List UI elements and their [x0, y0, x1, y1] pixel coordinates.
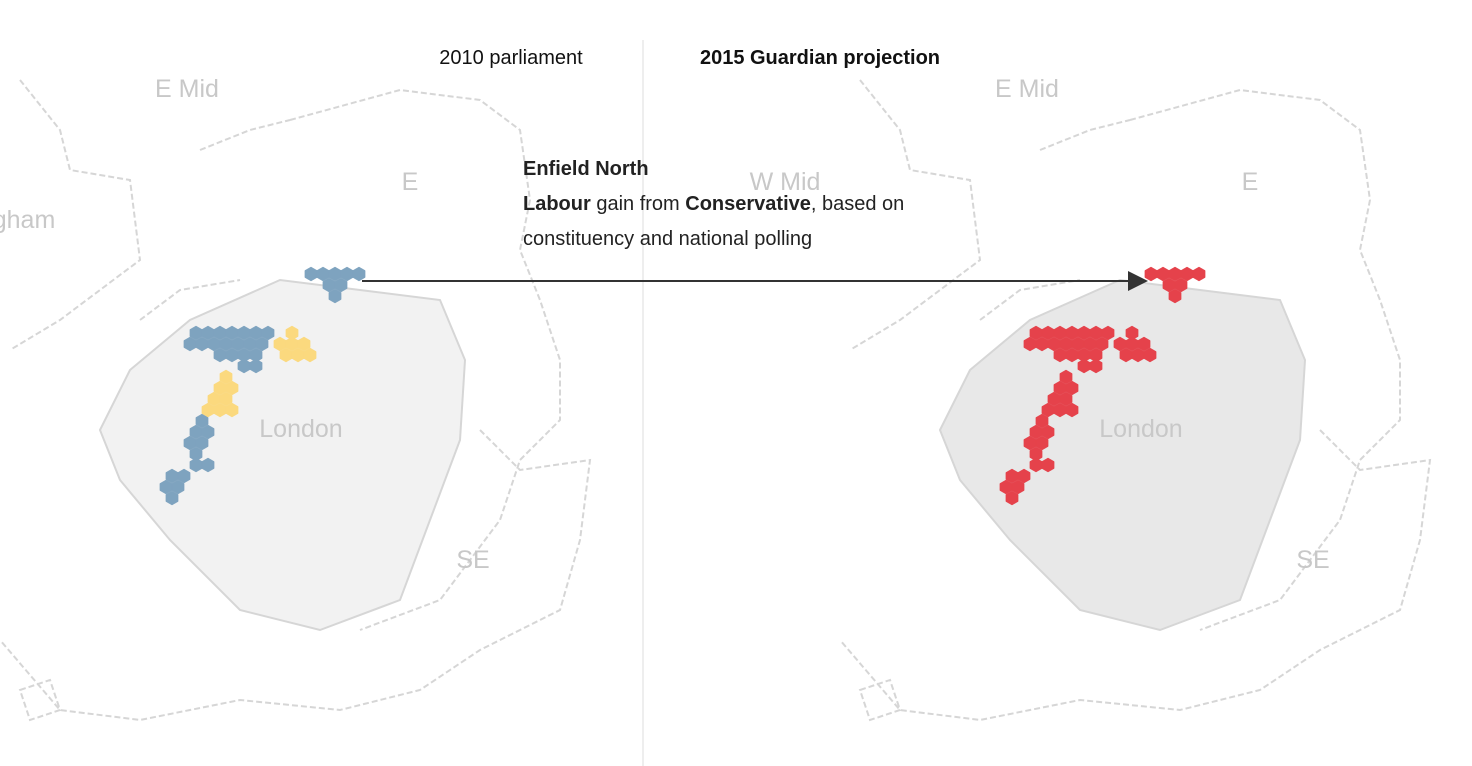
seat-hex: [195, 413, 209, 429]
region-label: gham: [0, 206, 55, 234]
region-label: E Mid: [155, 75, 219, 103]
seat-hex: [189, 457, 203, 473]
panel: E Mid W Mid E London SE: [750, 75, 1432, 722]
seat-hex: [1035, 413, 1049, 429]
seat-hex: [201, 424, 215, 440]
london-region: [98, 278, 467, 632]
panel-title: 2010 parliament: [439, 47, 583, 69]
seat-hex: [213, 380, 227, 396]
seat-hex: [1029, 457, 1043, 473]
seat-hex: [1029, 446, 1043, 462]
seat-hex: [1143, 347, 1157, 363]
region-label: SE: [456, 546, 489, 574]
seat-hex: [1144, 266, 1158, 282]
seat-hex: [1095, 336, 1109, 352]
region-outline: [979, 119, 1131, 321]
seat-hex: [1089, 347, 1103, 363]
seat-hex: [1192, 266, 1206, 282]
seat-hex: [159, 479, 173, 495]
note: , based on constituency and national pol…: [523, 193, 905, 250]
region-label: E: [1242, 168, 1259, 196]
seat-hex: [165, 490, 179, 506]
region-outline: [1129, 88, 1401, 631]
seat-hex: [1174, 277, 1188, 293]
seat-hex: [1137, 336, 1151, 352]
region-outline: [839, 429, 1432, 722]
region-label: W Mid: [750, 168, 821, 196]
seat-hex: [1041, 402, 1055, 418]
region-label: London: [1099, 415, 1182, 443]
seat-hex: [1065, 402, 1079, 418]
seat-hex: [249, 347, 263, 363]
region-outline: [849, 79, 982, 351]
seat-hex: [297, 336, 311, 352]
seat-hex: [195, 435, 209, 451]
region-outline: [18, 678, 62, 722]
region-outline: [0, 429, 592, 722]
result: Labour gain from Conservative, based on …: [523, 187, 953, 257]
constituency: Enfield North: [523, 158, 649, 180]
seat-hex: [1125, 325, 1139, 341]
seat-hex: [189, 446, 203, 462]
seat-hex: [219, 369, 233, 385]
seat-hex: [1035, 435, 1049, 451]
seat-hex: [285, 325, 299, 341]
region-label: London: [259, 415, 342, 443]
seat-hex: [201, 402, 215, 418]
region-outline: [9, 79, 142, 351]
winner: Labour: [523, 193, 591, 215]
panel-title: 2015 Guardian projection: [700, 47, 940, 69]
seat-hex: [1005, 468, 1019, 484]
seat-hex: [999, 479, 1013, 495]
tooltip: Enfield North Labour gain from Conservat…: [523, 152, 953, 257]
seat-hex: [352, 266, 366, 282]
london-region: [938, 278, 1307, 632]
seat-hex: [1101, 325, 1115, 341]
seat-hex: [1168, 288, 1182, 304]
seat-hex: [304, 266, 318, 282]
seat-hex: [261, 325, 275, 341]
loser: Conservative: [685, 193, 811, 215]
seat-hex: [1053, 380, 1067, 396]
seat-hex: [165, 468, 179, 484]
region-outline: [858, 678, 902, 722]
region-outline: [289, 88, 561, 631]
panel: E Mid Egham London SE: [0, 75, 592, 722]
seat-hex: [328, 288, 342, 304]
gain-text: gain from: [590, 193, 686, 215]
region-label: E: [402, 168, 419, 196]
region-outline: [139, 119, 291, 321]
seat-hex: [1059, 391, 1073, 407]
seat-hex: [303, 347, 317, 363]
seat-hex: [1059, 369, 1073, 385]
seat-hex: [334, 277, 348, 293]
seat-hex: [1005, 490, 1019, 506]
seat-hex: [1041, 424, 1055, 440]
seat-hex: [255, 336, 269, 352]
region-label: E Mid: [995, 75, 1059, 103]
seat-hex: [219, 391, 233, 407]
seat-hex: [249, 358, 263, 374]
seat-hex: [225, 402, 239, 418]
seat-hex: [1089, 358, 1103, 374]
region-label: SE: [1296, 546, 1329, 574]
